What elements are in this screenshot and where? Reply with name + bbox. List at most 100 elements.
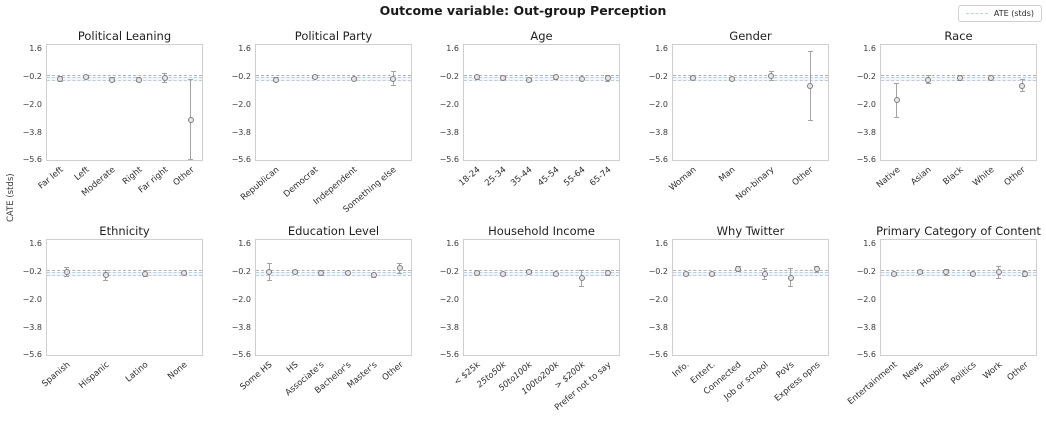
error-bar-cap-bottom	[605, 80, 611, 82]
data-point-marker	[943, 269, 950, 276]
error-bar-cap-bottom	[894, 116, 900, 118]
y-tick-label: −0.2	[231, 267, 251, 277]
y-tick-label: 1.6	[863, 44, 876, 54]
ate-band	[47, 272, 202, 277]
y-tick-label: −0.2	[22, 267, 42, 277]
y-tick-label: −3.8	[231, 127, 251, 137]
data-point-marker	[787, 274, 794, 281]
data-point-marker	[161, 75, 168, 82]
data-point-marker	[135, 76, 142, 83]
data-point-marker	[390, 75, 397, 82]
subplot-plot-area	[255, 44, 412, 161]
error-bar-cap-top	[788, 267, 794, 269]
zero-reference-line	[464, 75, 619, 77]
y-tick-label: 1.6	[446, 44, 459, 54]
y-tick-label: 1.6	[238, 239, 251, 249]
data-point-marker	[728, 75, 735, 82]
y-tick-label: −3.8	[648, 322, 668, 332]
data-point-marker	[63, 269, 70, 276]
y-tick-label: −2.0	[856, 294, 876, 304]
data-point-marker	[1019, 82, 1026, 89]
error-bar-cap-bottom	[390, 85, 396, 87]
y-tick-label: −0.2	[856, 72, 876, 82]
y-tick-label: −2.0	[648, 99, 668, 109]
data-point-marker	[689, 75, 696, 82]
data-point-marker	[474, 74, 481, 81]
data-point-marker	[526, 269, 533, 276]
y-tick-label: −5.6	[856, 350, 876, 360]
error-bar-cap-bottom	[142, 276, 148, 278]
data-point-marker	[266, 269, 273, 276]
error-bar-cap-top	[762, 267, 768, 269]
data-point-marker	[813, 266, 820, 273]
error-bar-cap-bottom	[188, 159, 194, 160]
error-bar-cap-top	[996, 265, 1002, 267]
ate-band	[256, 77, 411, 82]
y-tick-label: −3.8	[231, 322, 251, 332]
data-point-marker	[344, 270, 351, 277]
data-point-marker	[311, 74, 318, 81]
ate-band	[464, 272, 619, 277]
data-point-marker	[891, 270, 898, 277]
error-bar-cap-top	[814, 265, 820, 267]
legend: ATE (stds)	[957, 5, 1042, 22]
y-tick-label: 1.6	[655, 44, 668, 54]
data-point-marker	[683, 270, 690, 277]
error-bar-cap-bottom	[996, 277, 1002, 279]
error-bar-cap-bottom	[1019, 91, 1025, 93]
data-point-marker	[1021, 270, 1028, 277]
error-bar-cap-bottom	[768, 79, 774, 81]
error-bar-cap-bottom	[103, 279, 109, 281]
ate-dashed-line-icon	[965, 13, 988, 14]
error-bar-cap-top	[807, 50, 813, 52]
y-tick-label: −0.2	[648, 72, 668, 82]
data-point-marker	[604, 75, 611, 82]
y-tick-label: −2.0	[231, 294, 251, 304]
data-point-marker	[351, 75, 358, 82]
error-bar-cap-top	[579, 269, 585, 271]
y-tick-label: −0.2	[439, 72, 459, 82]
data-point-marker	[761, 270, 768, 277]
data-point-marker	[807, 82, 814, 89]
error-bar-cap-top	[768, 70, 774, 72]
error-bar-cap-top	[605, 74, 611, 76]
subplot-plot-area	[46, 44, 203, 161]
y-tick-label: 1.6	[29, 44, 42, 54]
data-point-marker	[735, 266, 742, 273]
zero-reference-line	[256, 75, 411, 77]
error-bar-cap-top	[188, 79, 194, 81]
data-point-marker	[102, 272, 109, 279]
y-tick-label: 1.6	[446, 239, 459, 249]
ate-band	[673, 77, 828, 82]
y-tick-label: −5.6	[22, 350, 42, 360]
data-point-marker	[604, 270, 611, 277]
data-point-marker	[109, 76, 116, 83]
zero-reference-line	[256, 270, 411, 272]
y-tick-label: −2.0	[22, 99, 42, 109]
data-point-marker	[969, 270, 976, 277]
subplot-plot-area	[46, 239, 203, 356]
figure-title: Outcome variable: Out-group Perception	[379, 3, 667, 18]
error-bar-cap-top	[266, 263, 272, 265]
subplot-plot-area	[463, 44, 620, 161]
y-tick-label: −3.8	[439, 322, 459, 332]
data-point-marker	[893, 97, 900, 104]
x-tick-label: Spanish	[39, 360, 73, 390]
data-point-marker	[500, 75, 507, 82]
ate-band	[47, 77, 202, 82]
y-tick-label: −5.6	[22, 155, 42, 165]
error-bar-cap-top	[103, 270, 109, 272]
subplot-plot-area	[880, 44, 1037, 161]
legend-label: ATE (stds)	[993, 9, 1034, 18]
zero-reference-line	[47, 270, 202, 272]
y-tick-label: 1.6	[863, 239, 876, 249]
y-tick-label: −0.2	[856, 267, 876, 277]
y-tick-label: 1.6	[655, 239, 668, 249]
data-point-marker	[917, 269, 924, 276]
error-bar-cap-bottom	[943, 274, 949, 276]
subplot-title: Age	[530, 29, 553, 43]
subplot-plot-area	[255, 239, 412, 356]
subplot-title: Why Twitter	[716, 224, 785, 238]
error-bar-cap-bottom	[807, 119, 813, 121]
